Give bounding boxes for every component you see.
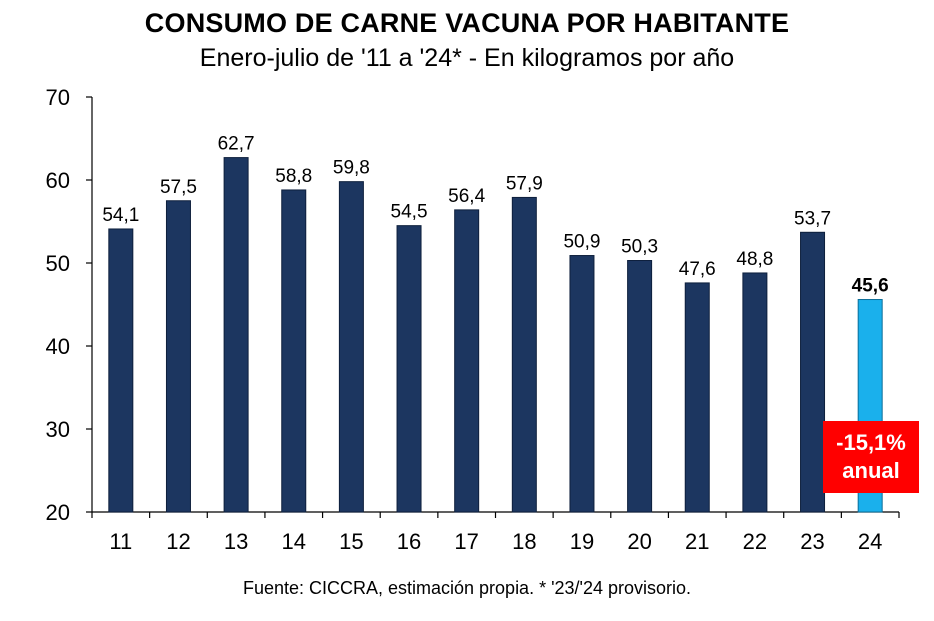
bar	[223, 157, 249, 513]
x-tick-label: 13	[224, 529, 248, 554]
data-label: 62,7	[218, 134, 255, 155]
data-label: 50,9	[563, 232, 600, 253]
x-tick-label: 16	[397, 529, 421, 554]
data-label: 53,7	[794, 208, 831, 229]
x-tick-label: 12	[166, 529, 190, 554]
x-tick-label: 18	[512, 529, 536, 554]
y-tick-label: 70	[46, 85, 70, 110]
x-tick-label: 20	[627, 529, 651, 554]
y-tick-label: 60	[46, 168, 70, 193]
bar	[627, 260, 653, 513]
callout-percent: -15,1%	[836, 430, 906, 455]
data-label: 59,8	[333, 158, 370, 179]
data-label: 57,5	[160, 177, 197, 198]
change-callout: -15,1% anual	[823, 421, 919, 493]
bar	[165, 200, 191, 513]
chart-title: CONSUMO DE CARNE VACUNA POR HABITANTE	[144, 8, 790, 38]
x-tick-label: 23	[800, 529, 824, 554]
bar	[569, 255, 595, 513]
y-tick-label: 30	[46, 417, 70, 442]
x-tick-label: 24	[858, 529, 882, 554]
bar	[338, 181, 364, 513]
bar	[511, 196, 537, 513]
x-tick-label: 19	[570, 529, 594, 554]
x-tick-label: 17	[454, 529, 478, 554]
data-label: 47,6	[679, 259, 716, 280]
bar	[108, 228, 134, 513]
data-label: 57,9	[506, 173, 543, 194]
chart-subtitle: Enero-julio de '11 a '24* - En kilogramo…	[199, 44, 735, 72]
x-tick-label: 14	[282, 529, 306, 554]
data-label: 50,3	[621, 237, 658, 258]
bar	[396, 225, 422, 513]
x-tick-label: 22	[743, 529, 767, 554]
y-tick-label: 20	[46, 500, 70, 525]
callout-label: anual	[842, 458, 900, 483]
bar	[454, 209, 480, 513]
data-label: 58,8	[275, 166, 312, 187]
data-label: 56,4	[448, 186, 485, 207]
bar	[800, 231, 826, 513]
x-tick-label: 15	[339, 529, 363, 554]
data-label: 54,1	[102, 205, 139, 226]
bar	[684, 282, 710, 513]
source-note: Fuente: CICCRA, estimación propia. * '23…	[242, 578, 692, 598]
y-tick-label: 50	[46, 251, 70, 276]
bar	[281, 189, 307, 513]
bar	[742, 272, 768, 513]
x-tick-label: 21	[685, 529, 709, 554]
data-label: 48,8	[736, 249, 773, 270]
y-tick-label: 40	[46, 334, 70, 359]
data-label: 54,5	[391, 202, 428, 223]
x-tick-label: 11	[109, 529, 132, 554]
data-label: 45,6	[852, 276, 889, 297]
